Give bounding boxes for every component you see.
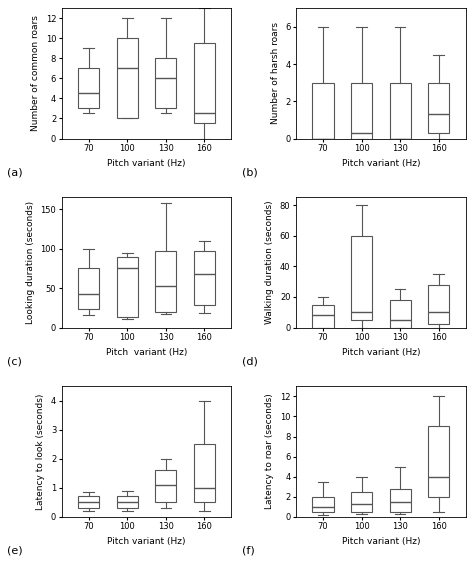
Y-axis label: Latency to roar (seconds): Latency to roar (seconds): [265, 394, 274, 510]
PathPatch shape: [78, 497, 100, 508]
PathPatch shape: [194, 444, 215, 502]
Y-axis label: Number of harsh roars: Number of harsh roars: [271, 23, 280, 124]
X-axis label: Pitch  variant (Hz): Pitch variant (Hz): [106, 348, 187, 357]
Y-axis label: Latency to look (seconds): Latency to look (seconds): [36, 394, 46, 510]
X-axis label: Pitch variant (Hz): Pitch variant (Hz): [107, 159, 186, 168]
Y-axis label: Walking duration (seconds): Walking duration (seconds): [265, 200, 274, 324]
PathPatch shape: [351, 491, 372, 512]
PathPatch shape: [428, 427, 449, 497]
Y-axis label: Number of common roars: Number of common roars: [31, 15, 40, 131]
PathPatch shape: [390, 300, 410, 328]
Text: (f): (f): [242, 545, 255, 555]
PathPatch shape: [312, 305, 334, 328]
X-axis label: Pitch variant (Hz): Pitch variant (Hz): [342, 159, 420, 168]
PathPatch shape: [78, 69, 100, 109]
X-axis label: Pitch variant (Hz): Pitch variant (Hz): [342, 348, 420, 357]
PathPatch shape: [155, 251, 176, 312]
X-axis label: Pitch variant (Hz): Pitch variant (Hz): [342, 537, 420, 546]
PathPatch shape: [117, 257, 138, 318]
PathPatch shape: [78, 269, 100, 310]
PathPatch shape: [351, 236, 372, 320]
X-axis label: Pitch variant (Hz): Pitch variant (Hz): [107, 537, 186, 546]
PathPatch shape: [155, 59, 176, 109]
PathPatch shape: [428, 83, 449, 133]
PathPatch shape: [428, 285, 449, 324]
PathPatch shape: [390, 83, 410, 138]
PathPatch shape: [351, 83, 372, 138]
PathPatch shape: [390, 489, 410, 512]
Text: (d): (d): [242, 356, 257, 366]
PathPatch shape: [117, 497, 138, 508]
Text: (c): (c): [8, 356, 22, 366]
PathPatch shape: [312, 497, 334, 512]
PathPatch shape: [312, 83, 334, 138]
PathPatch shape: [194, 43, 215, 123]
PathPatch shape: [117, 38, 138, 118]
Y-axis label: Looking duration (seconds): Looking duration (seconds): [26, 201, 35, 324]
PathPatch shape: [194, 251, 215, 306]
PathPatch shape: [155, 470, 176, 502]
Text: (e): (e): [8, 545, 23, 555]
Text: (b): (b): [242, 167, 257, 177]
Text: (a): (a): [8, 167, 23, 177]
